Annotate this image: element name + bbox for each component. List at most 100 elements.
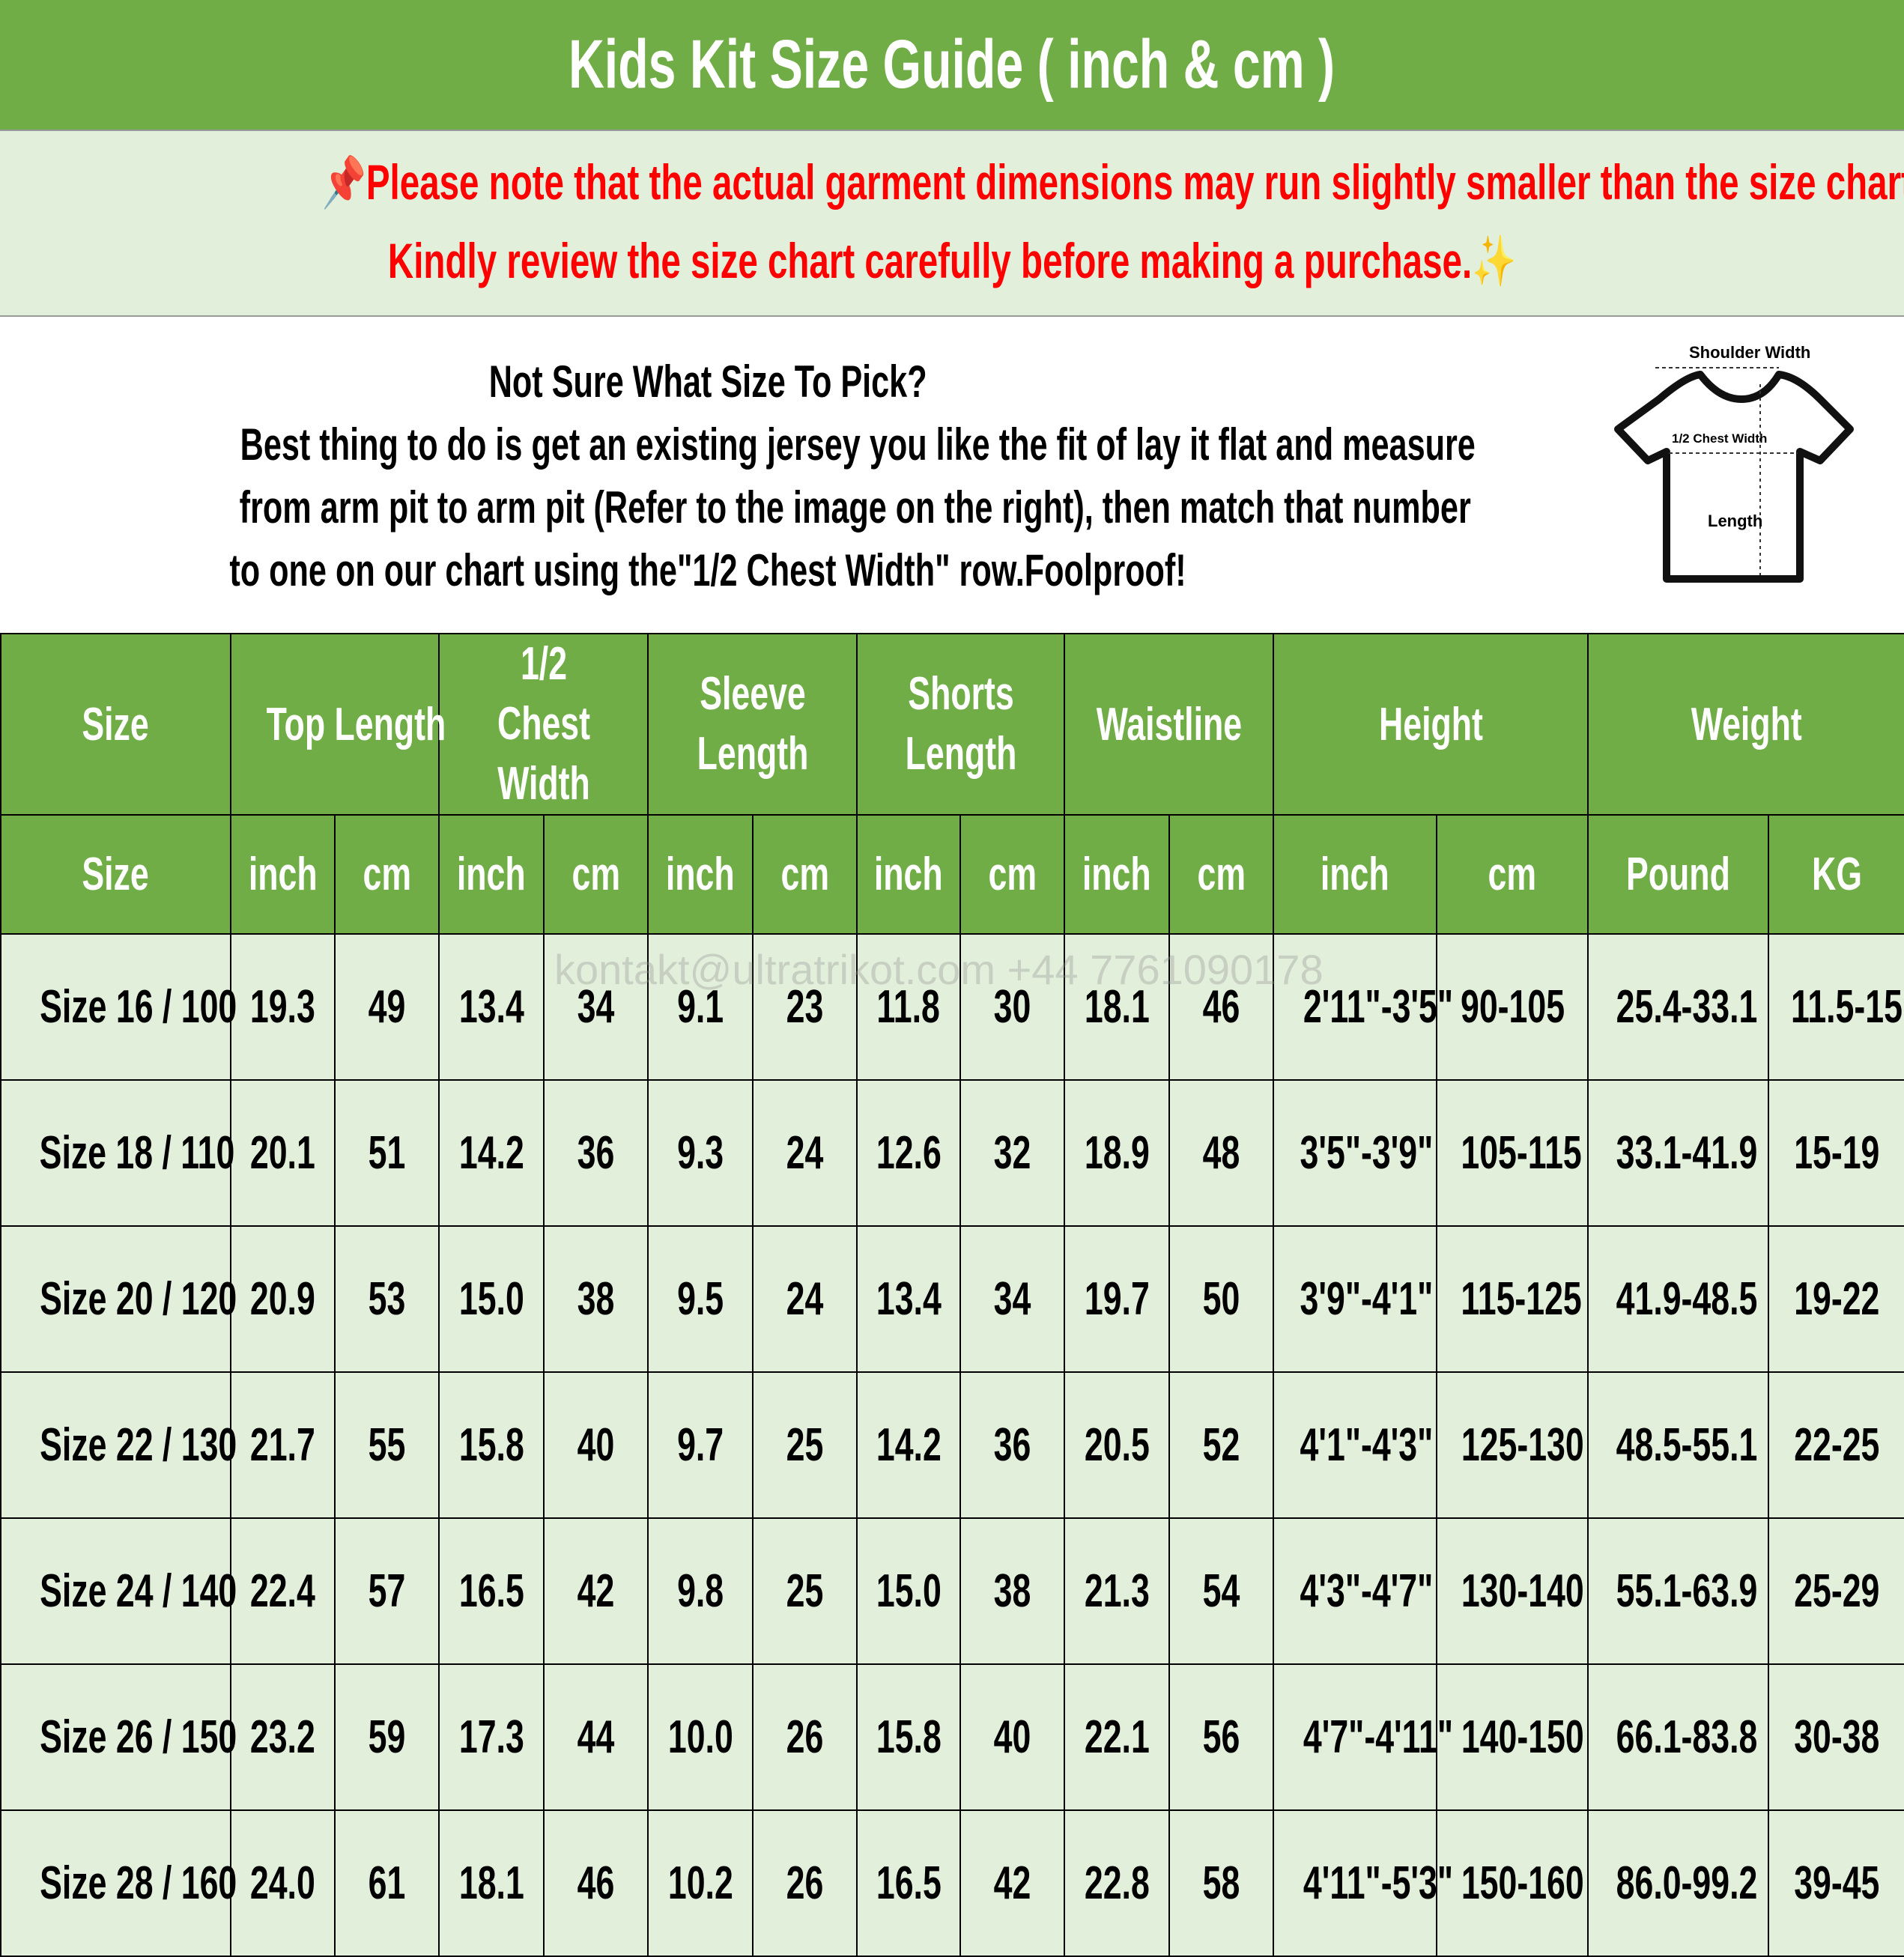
table-cell: 4'3"-4'7" <box>1273 1517 1438 1665</box>
cell-value: 39-45 <box>1793 1857 1880 1909</box>
table-cell: 21.3 <box>1064 1517 1171 1665</box>
table-cell: 25 <box>752 1371 858 1519</box>
table-cell: 15.0 <box>438 1225 545 1373</box>
cell-value: 10.0 <box>667 1711 733 1763</box>
cell-value: 25.4-33.1 <box>1616 981 1758 1033</box>
table-cell: 4'11"-5'3" <box>1273 1809 1453 1957</box>
cell-value: 26 <box>786 1711 824 1763</box>
cell-value: 53 <box>368 1273 406 1325</box>
table-cell: 66.1-83.8 <box>1587 1663 1770 1811</box>
table-cell: 21.7 <box>230 1371 336 1519</box>
cell-value: 61 <box>368 1857 406 1909</box>
column-group-header: Top Length <box>229 633 446 816</box>
table-cell: 14.2 <box>438 1079 545 1227</box>
cell-value: 40 <box>993 1711 1031 1763</box>
table-row: Size 26 / 150 23.2 59 17.3 44 10.0 26 15.8 40 22.… <box>0 1663 1904 1811</box>
unit-header: inch <box>647 814 754 935</box>
table-cell: 105-115 <box>1436 1079 1589 1227</box>
unit-label: cm <box>780 849 829 900</box>
unit-label: cm <box>363 849 411 900</box>
cell-value: 22.8 <box>1084 1857 1150 1909</box>
table-cell: 34 <box>959 1225 1066 1373</box>
table-cell: 18.9 <box>1064 1079 1171 1227</box>
table-row: Size 16 / 100 19.3 49 13.4 34 9.1 23 11.8 30 18.1… <box>0 933 1904 1081</box>
unit-label: inch <box>874 849 943 900</box>
table-row: Size 20 / 120 20.9 53 15.0 38 9.5 24 13.4 34 19.7… <box>0 1225 1904 1373</box>
table-cell: 4'1"-4'3" <box>1273 1371 1438 1519</box>
table-cell: 22.1 <box>1064 1663 1171 1811</box>
table-cell: 15-19 <box>1768 1079 1904 1227</box>
table-cell: 10.0 <box>647 1663 754 1811</box>
cell-value: 24.0 <box>250 1857 315 1909</box>
cell-value: 18.1 <box>458 1857 524 1909</box>
cell-value: 9.1 <box>676 981 724 1033</box>
table-cell: 55.1-63.9 <box>1587 1517 1770 1665</box>
tshirt-diagram-icon: Shoulder Width 1/2 Chest Width Length <box>1614 343 1854 583</box>
cell-value: 33.1-41.9 <box>1616 1127 1758 1179</box>
cell-value: 10.2 <box>667 1857 733 1909</box>
unit-label: inch <box>1082 849 1151 900</box>
column-group-label: 1/2 Chest Width <box>497 638 590 810</box>
notice-line-1: Please note that the actual garment dime… <box>366 154 1904 210</box>
table-cell: 11.5-15 <box>1768 933 1904 1081</box>
table-cell: 19.7 <box>1064 1225 1171 1373</box>
table-cell: 22-25 <box>1768 1371 1904 1519</box>
table-cell: 25.4-33.1 <box>1587 933 1770 1081</box>
table-cell: 9.5 <box>647 1225 754 1373</box>
table-cell: 40 <box>543 1371 649 1519</box>
pushpin-icon: 📌 <box>321 154 366 210</box>
table-cell: 26 <box>752 1809 858 1957</box>
table-cell: 24 <box>752 1225 858 1373</box>
cell-value: 25 <box>786 1565 824 1617</box>
unit-label: KG <box>1811 849 1862 900</box>
cell-value: 24 <box>786 1273 824 1325</box>
cell-value: 44 <box>577 1711 615 1763</box>
unit-header: Pound <box>1587 814 1770 935</box>
table-cell: 44 <box>543 1663 649 1811</box>
info-line: from arm pit to arm pit (Refer to the im… <box>239 482 1471 533</box>
table-cell: 20.5 <box>1064 1371 1171 1519</box>
table-cell: 42 <box>959 1809 1066 1957</box>
table-cell: 54 <box>1168 1517 1275 1665</box>
table-cell: 39-45 <box>1768 1809 1904 1957</box>
cell-value: 115-125 <box>1461 1273 1582 1325</box>
table-cell: 58 <box>1168 1809 1275 1957</box>
cell-value: 32 <box>993 1127 1031 1179</box>
cell-value: 20.9 <box>250 1273 315 1325</box>
cell-value: 4'3"-4'7" <box>1300 1565 1434 1617</box>
table-cell: 11.8 <box>856 933 962 1081</box>
column-group-label: Weight <box>1691 698 1802 750</box>
table-cell: 38 <box>959 1517 1066 1665</box>
cell-value: 15.0 <box>876 1565 942 1617</box>
cell-value: 9.7 <box>676 1419 724 1471</box>
unit-header: inch <box>230 814 336 935</box>
table-cell: Size 22 / 130 <box>0 1371 237 1519</box>
size-table: Size Top Length 1/2 Chest Width Sleeve Leng… <box>0 633 1904 1957</box>
table-cell: 19.3 <box>230 933 336 1081</box>
cell-value: 21.3 <box>1084 1565 1150 1617</box>
cell-value: 20.1 <box>250 1127 315 1179</box>
column-group-header: Waistline <box>1064 633 1275 816</box>
table-cell: 59 <box>333 1663 440 1811</box>
cell-value: 140-150 <box>1461 1711 1584 1763</box>
unit-label: cm <box>1488 849 1537 900</box>
table-cell: 20.1 <box>230 1079 336 1227</box>
cell-value: 15.8 <box>458 1419 524 1471</box>
cell-value: 36 <box>993 1419 1031 1471</box>
cell-value: 15.8 <box>876 1711 942 1763</box>
cell-value: 41.9-48.5 <box>1616 1273 1758 1325</box>
unit-header: cm <box>959 814 1066 935</box>
table-cell: Size 26 / 150 <box>0 1663 237 1811</box>
cell-value: 15.0 <box>458 1273 524 1325</box>
table-cell: 115-125 <box>1436 1225 1589 1373</box>
cell-value: 25-29 <box>1793 1565 1880 1617</box>
cell-value: 9.5 <box>676 1273 724 1325</box>
table-cell: 48.5-55.1 <box>1587 1371 1770 1519</box>
cell-value: 49 <box>368 981 406 1033</box>
cell-value: 38 <box>993 1565 1031 1617</box>
cell-value: 42 <box>993 1857 1031 1909</box>
unit-header: cm <box>752 814 858 935</box>
table-cell: 130-140 <box>1436 1517 1589 1665</box>
table-cell: 50 <box>1168 1225 1275 1373</box>
table-cell: 25-29 <box>1768 1517 1904 1665</box>
